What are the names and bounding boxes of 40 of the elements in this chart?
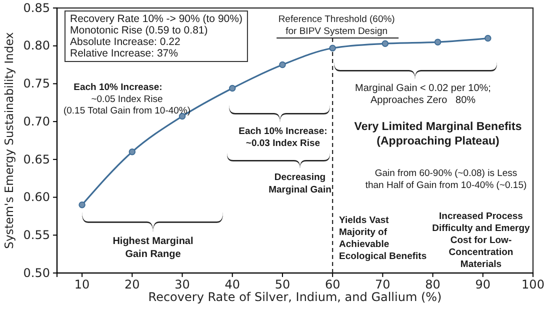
x-tick-label: 60 [324,278,340,292]
annotation: Very Limited Marginal Benefits (Approaching Plateau) [354,121,522,148]
annotation: Each 10% Increase: ~0.03 Index Rise [238,126,328,149]
point [78,201,86,208]
y-axis-title: System's Emergy Sustainability Index [2,32,16,249]
y-tick-label: 0.85 [23,0,50,15]
annotation: Each 10% Increase: [74,82,162,93]
x-tick-label: 70 [375,278,390,292]
point [228,84,236,92]
x-tick-label: 50 [274,278,290,292]
ref-line-label: Reference Threshold (60%) for BIPV System Design [278,14,395,37]
annotation: Yields Vast Majority of Achievable Ecological Benefits [339,215,427,262]
point [484,34,492,42]
x-tick-label: 10 [74,278,90,292]
x-tick-label: 100 [522,278,544,292]
x-tick-label: 80 [425,278,440,292]
x-tick-label: 90 [475,278,491,292]
y-tick-label: 0.80 [23,38,50,53]
y-tick-label: 0.65 [23,152,50,166]
point [329,44,336,52]
point [434,38,442,46]
y-tick-label: 0.50 [23,266,50,280]
x-tick-label: 40 [224,278,240,292]
x-tick-label: 30 [174,278,190,292]
y-tick-label: 0.60 [23,190,50,204]
point [279,61,286,68]
y-tick-label: 0.70 [23,114,50,128]
annotation: Gain from 60-90% (~0.08) is Less than Half of Gain from 10-40% (~0.15) [365,168,527,191]
y-tick-label: 0.75 [23,76,50,91]
annotation: Decreasing Marginal Gain [268,172,332,196]
annotation: Recovery Rate 10% -> 90% (to 90%) Monotonic Rise (0.59 to 0.81) Absolute Increase: 0.22 Relative Increase: 37% [70,13,242,60]
y-tick-label: 0.55 [23,228,50,242]
point [128,148,136,156]
point [382,40,389,47]
annotation: Marginal Gain < 0.02 per 10%; Approaches Zero 80% [355,83,491,106]
annotation: Increased Process Difficulty and Emergy Cost for Low- Concentration Materials [432,211,531,270]
x-axis-title: Recovery Rate of Silver, Indium, and Gallium (%) [148,290,442,304]
annotation: Highest Marginal Gain Range [112,236,194,260]
annotation: ~0.05 Index Rise (0.15 Total Gain from 10-40%) [63,94,191,116]
x-tick-label: 20 [124,278,140,292]
